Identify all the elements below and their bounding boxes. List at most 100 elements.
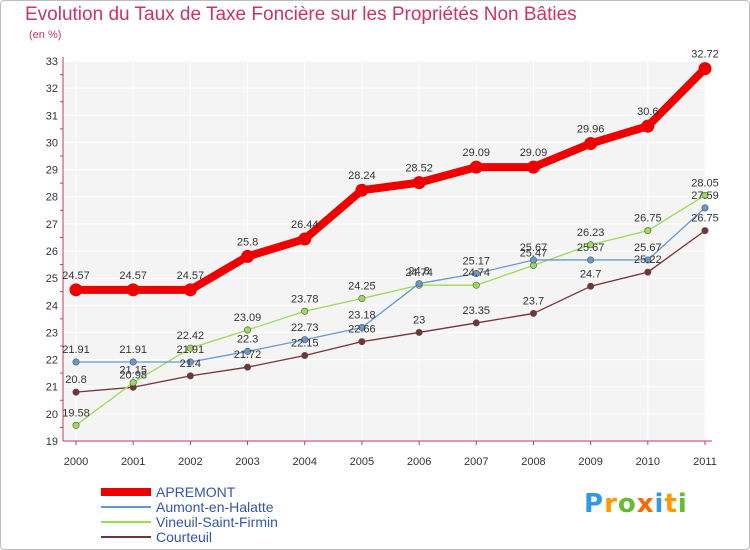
x-tick-label: 2005	[350, 456, 374, 468]
chart-title: Evolution du Taux de Taxe Foncière sur l…	[25, 4, 577, 25]
data-point	[241, 249, 255, 263]
data-point	[472, 270, 480, 278]
data-label: 21.91	[177, 344, 205, 356]
x-tick-label: 2003	[235, 456, 259, 468]
data-label: 30.6	[637, 106, 658, 118]
x-tick-label: 2006	[407, 456, 431, 468]
data-point	[587, 241, 595, 249]
data-point	[244, 347, 252, 355]
y-tick-label: 23	[46, 327, 58, 339]
data-label: 23	[413, 314, 425, 326]
data-point	[69, 283, 83, 297]
logo-letter: t	[664, 489, 678, 519]
data-point	[469, 160, 483, 174]
legend-label: APREMONT	[156, 484, 236, 500]
data-label: 21.91	[119, 344, 147, 356]
y-tick-label: 28	[46, 192, 58, 204]
data-label: 23.35	[463, 305, 491, 317]
data-label: 21.91	[62, 344, 90, 356]
y-tick-label: 27	[46, 219, 58, 231]
data-point	[644, 268, 652, 276]
data-point	[244, 363, 252, 371]
data-label: 32.72	[691, 49, 719, 61]
data-point	[526, 160, 540, 174]
data-label: 22.3	[237, 333, 258, 345]
data-point	[644, 227, 652, 235]
data-point	[186, 372, 194, 380]
data-label: 26.23	[577, 227, 605, 239]
data-point	[129, 358, 137, 366]
data-label: 20.98	[119, 369, 147, 381]
data-label: 24.7	[580, 268, 601, 280]
series-line-Courteuil	[75, 229, 706, 393]
data-point	[72, 388, 80, 396]
data-point	[355, 183, 369, 197]
data-label: 21.72	[234, 349, 262, 361]
data-label: 22.15	[291, 338, 319, 350]
legend-swatch	[101, 506, 151, 508]
series-line-Aumont-en-Halatte	[75, 207, 706, 363]
x-tick-label: 2004	[292, 456, 316, 468]
data-label: 26.75	[634, 213, 662, 225]
data-label: 29.09	[463, 147, 491, 159]
data-label: 23.7	[523, 295, 544, 307]
logo-letter: r	[604, 489, 618, 519]
legend-swatch	[101, 521, 151, 523]
data-point	[415, 328, 423, 336]
data-label: 22.66	[348, 324, 376, 336]
logo-letter: P	[584, 489, 605, 519]
x-tick-label: 2002	[178, 456, 202, 468]
data-label: 25.67	[520, 242, 548, 254]
data-label: 19.58	[62, 407, 90, 419]
y-tick-label: 21	[46, 382, 58, 394]
data-label: 29.09	[520, 147, 548, 159]
data-point	[358, 324, 366, 332]
data-point	[529, 256, 537, 264]
data-point	[183, 283, 197, 297]
y-tick-label: 24	[46, 300, 58, 312]
x-tick-label: 2001	[121, 456, 145, 468]
data-point	[587, 256, 595, 264]
logo-letter: i	[654, 489, 665, 519]
y-tick-label: 19	[46, 436, 58, 448]
series-line-Vineuil-Saint-Firmin	[75, 194, 706, 426]
data-label: 25.47	[520, 247, 548, 259]
data-label: 28.24	[348, 170, 376, 182]
data-point	[587, 282, 595, 290]
legend-label: Vineuil-Saint-Firmin	[156, 514, 278, 530]
data-label: 25.22	[634, 254, 662, 266]
data-point	[301, 351, 309, 359]
data-point	[126, 283, 140, 297]
data-label: 25.67	[577, 242, 605, 254]
y-tick-label: 22	[46, 355, 58, 367]
proxiti-logo: Proxiti	[584, 489, 688, 519]
data-label: 28.52	[405, 163, 433, 175]
data-label: 22.42	[177, 330, 205, 342]
data-label: 24.57	[62, 270, 90, 282]
x-tick-label: 2000	[64, 456, 88, 468]
x-tick-label: 2011	[693, 456, 717, 468]
legend-label: Courteuil	[156, 529, 213, 545]
data-label: 24.57	[119, 270, 147, 282]
data-label: 24.25	[348, 281, 376, 293]
data-label: 23.09	[234, 312, 262, 324]
logo-letter: x	[636, 489, 655, 519]
y-tick-label: 32	[46, 83, 58, 95]
data-point	[358, 338, 366, 346]
data-point	[641, 119, 655, 133]
legend-label: Aumont-en-Halatte	[156, 499, 274, 515]
data-point	[529, 309, 537, 317]
data-label: 26.44	[291, 219, 319, 231]
data-label: 21.4	[180, 358, 201, 370]
data-label: 20.8	[65, 374, 86, 386]
data-point	[584, 137, 598, 151]
y-tick-label: 31	[46, 110, 58, 122]
logo-letter: i	[677, 489, 688, 519]
data-point	[412, 176, 426, 190]
data-point	[301, 336, 309, 344]
data-point	[298, 232, 312, 246]
data-label: 25.17	[463, 256, 491, 268]
x-tick-label: 2007	[464, 456, 488, 468]
